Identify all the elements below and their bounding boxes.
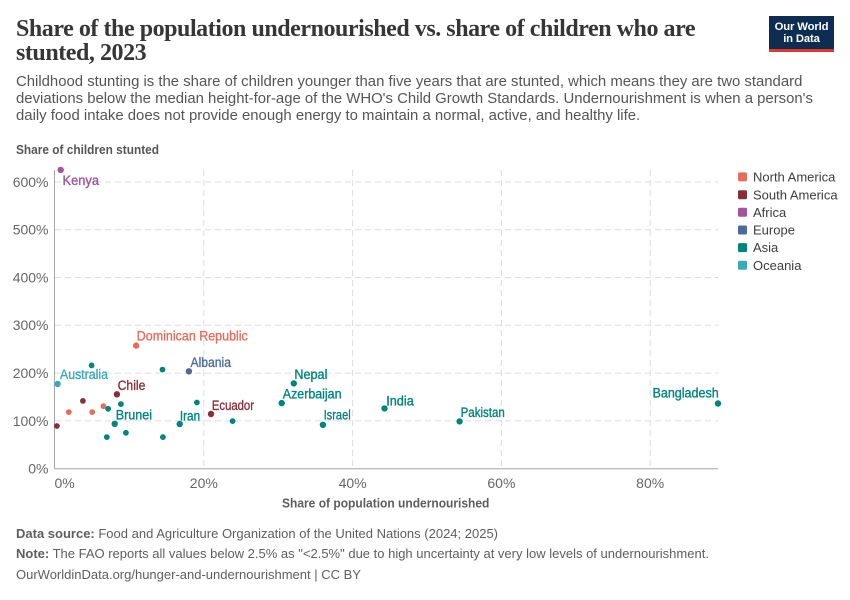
svg-text:Ecuador: Ecuador: [212, 398, 255, 413]
svg-text:Australia: Australia: [60, 367, 108, 382]
svg-text:400%: 400%: [13, 269, 49, 285]
svg-text:300%: 300%: [13, 317, 49, 333]
svg-text:Albania: Albania: [191, 355, 232, 370]
svg-text:Europe: Europe: [753, 223, 795, 238]
svg-text:0%: 0%: [28, 461, 48, 477]
svg-text:Asia: Asia: [753, 240, 779, 255]
svg-text:India: India: [386, 394, 414, 409]
svg-text:60%: 60%: [487, 475, 515, 491]
svg-text:Nepal: Nepal: [294, 367, 327, 382]
svg-text:Africa: Africa: [753, 205, 787, 220]
svg-text:Iran: Iran: [180, 409, 200, 424]
svg-text:600%: 600%: [13, 174, 49, 190]
svg-text:Bangladesh: Bangladesh: [653, 386, 719, 401]
svg-text:500%: 500%: [13, 222, 49, 238]
svg-text:South America: South America: [753, 187, 838, 202]
svg-text:80%: 80%: [636, 475, 664, 491]
svg-text:Azerbaijan: Azerbaijan: [283, 387, 342, 402]
svg-text:0%: 0%: [55, 475, 75, 491]
svg-text:20%: 20%: [190, 475, 218, 491]
svg-text:100%: 100%: [13, 413, 49, 429]
svg-text:Brunei: Brunei: [116, 407, 152, 422]
svg-text:Oceania: Oceania: [753, 258, 802, 273]
svg-text:North America: North America: [753, 170, 836, 185]
svg-text:Share of population undernouri: Share of population undernourished: [282, 495, 489, 510]
svg-text:Kenya: Kenya: [63, 173, 100, 188]
svg-text:Pakistan: Pakistan: [461, 405, 505, 420]
svg-text:Dominican Republic: Dominican Republic: [137, 329, 248, 344]
svg-text:200%: 200%: [13, 365, 49, 381]
svg-text:Chile: Chile: [118, 378, 146, 393]
svg-text:40%: 40%: [339, 475, 367, 491]
svg-text:Share of children stunted: Share of children stunted: [16, 142, 159, 157]
svg-text:Israel: Israel: [324, 408, 351, 423]
